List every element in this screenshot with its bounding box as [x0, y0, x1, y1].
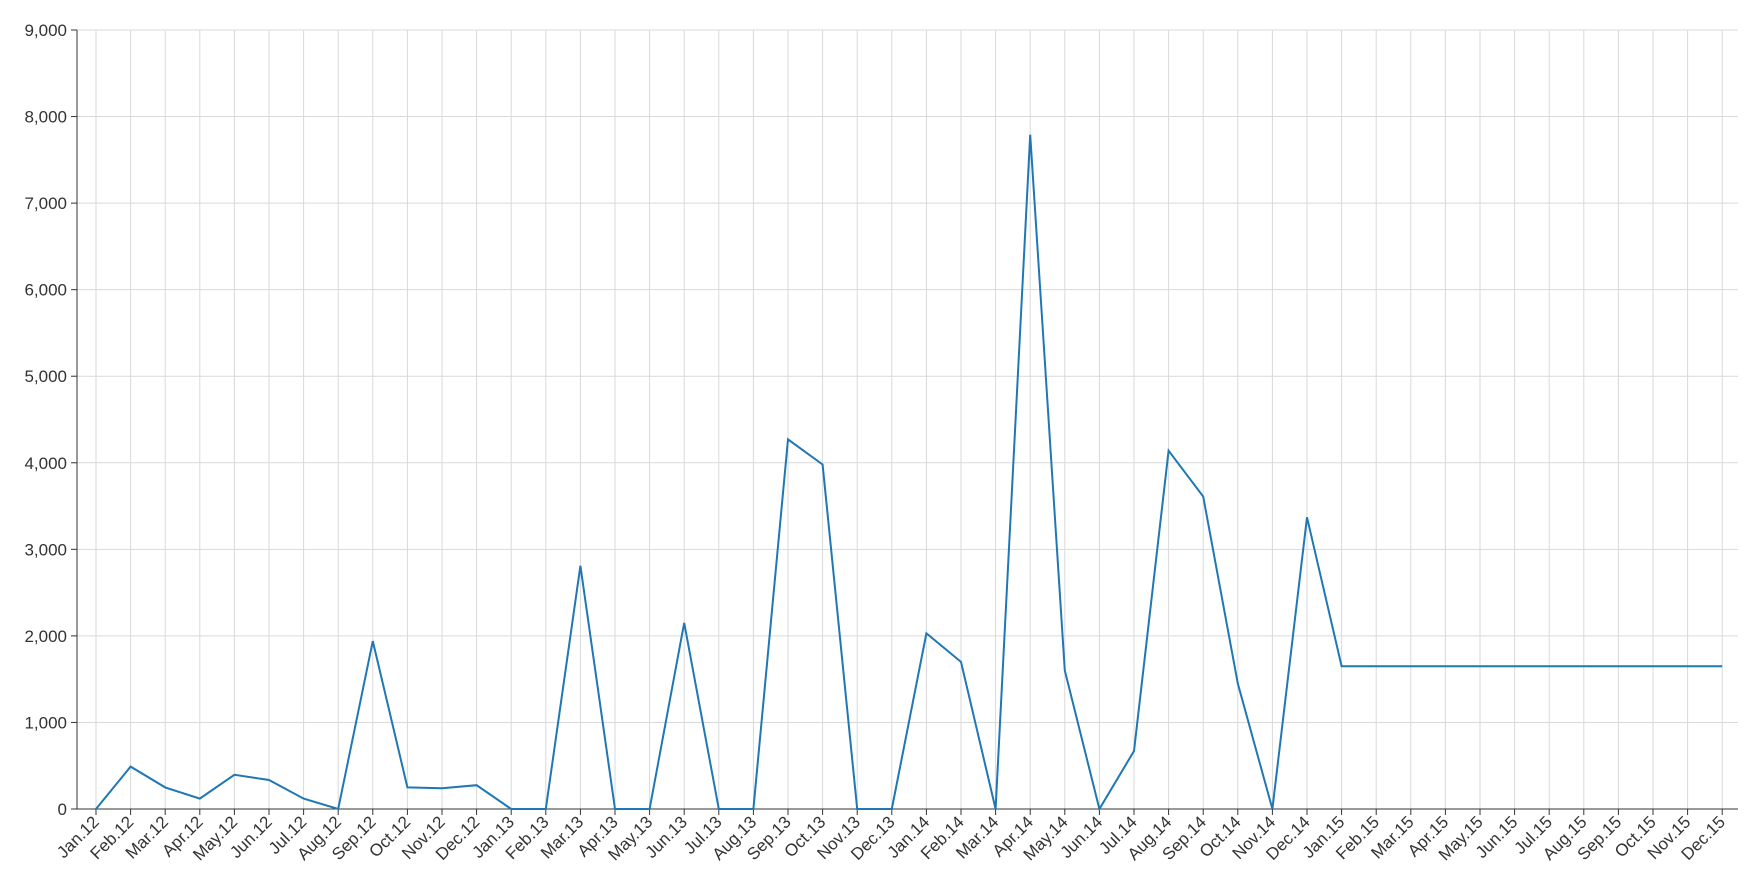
- y-tick-label: 8,000: [24, 108, 67, 127]
- y-tick-label: 6,000: [24, 281, 67, 300]
- x-axis-ticks: Jan.12Feb.12Mar.12Apr.12May.12Jun.12Jul.…: [53, 809, 1729, 864]
- y-tick-label: 4,000: [24, 454, 67, 473]
- y-tick-label: 2,000: [24, 627, 67, 646]
- y-tick-label: 9,000: [24, 21, 67, 40]
- series-line: [95, 134, 1723, 812]
- y-tick-label: 3,000: [24, 540, 67, 559]
- axes: [76, 30, 1738, 810]
- y-tick-label: 7,000: [24, 194, 67, 213]
- gridlines: [77, 29, 1738, 810]
- y-tick-label: 5,000: [24, 367, 67, 386]
- y-axis-ticks: 0 1,000 2,000 3,000 4,000 5,000 6,000 7,000 8,00…: [24, 21, 77, 819]
- y-tick-label: 0: [58, 800, 67, 819]
- y-tick-label: 1,000: [24, 713, 67, 732]
